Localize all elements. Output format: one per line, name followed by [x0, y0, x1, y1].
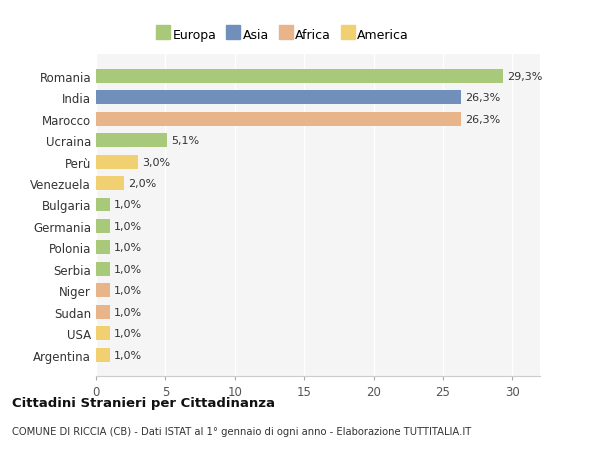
Text: 26,3%: 26,3%	[465, 93, 500, 103]
Text: COMUNE DI RICCIA (CB) - Dati ISTAT al 1° gennaio di ogni anno - Elaborazione TUT: COMUNE DI RICCIA (CB) - Dati ISTAT al 1°…	[12, 426, 471, 436]
Bar	[96, 305, 110, 319]
Text: 1,0%: 1,0%	[114, 264, 142, 274]
Bar	[96, 241, 110, 255]
Text: 3,0%: 3,0%	[142, 157, 170, 167]
Bar	[96, 70, 503, 84]
Bar	[96, 91, 461, 105]
Bar	[96, 348, 110, 362]
Text: 1,0%: 1,0%	[114, 285, 142, 296]
Text: 1,0%: 1,0%	[114, 307, 142, 317]
Bar	[96, 112, 461, 126]
Legend: Europa, Asia, Africa, America: Europa, Asia, Africa, America	[156, 29, 409, 42]
Bar	[96, 326, 110, 341]
Bar	[96, 177, 124, 190]
Bar	[96, 219, 110, 233]
Text: Cittadini Stranieri per Cittadinanza: Cittadini Stranieri per Cittadinanza	[12, 396, 275, 409]
Bar	[96, 155, 137, 169]
Bar	[96, 262, 110, 276]
Text: 1,0%: 1,0%	[114, 243, 142, 253]
Bar	[96, 198, 110, 212]
Text: 5,1%: 5,1%	[171, 136, 199, 146]
Text: 1,0%: 1,0%	[114, 221, 142, 231]
Text: 29,3%: 29,3%	[507, 72, 542, 82]
Text: 2,0%: 2,0%	[128, 179, 156, 189]
Text: 1,0%: 1,0%	[114, 350, 142, 360]
Bar	[96, 134, 167, 148]
Text: 1,0%: 1,0%	[114, 329, 142, 338]
Bar	[96, 284, 110, 297]
Text: 26,3%: 26,3%	[465, 114, 500, 124]
Text: 1,0%: 1,0%	[114, 200, 142, 210]
